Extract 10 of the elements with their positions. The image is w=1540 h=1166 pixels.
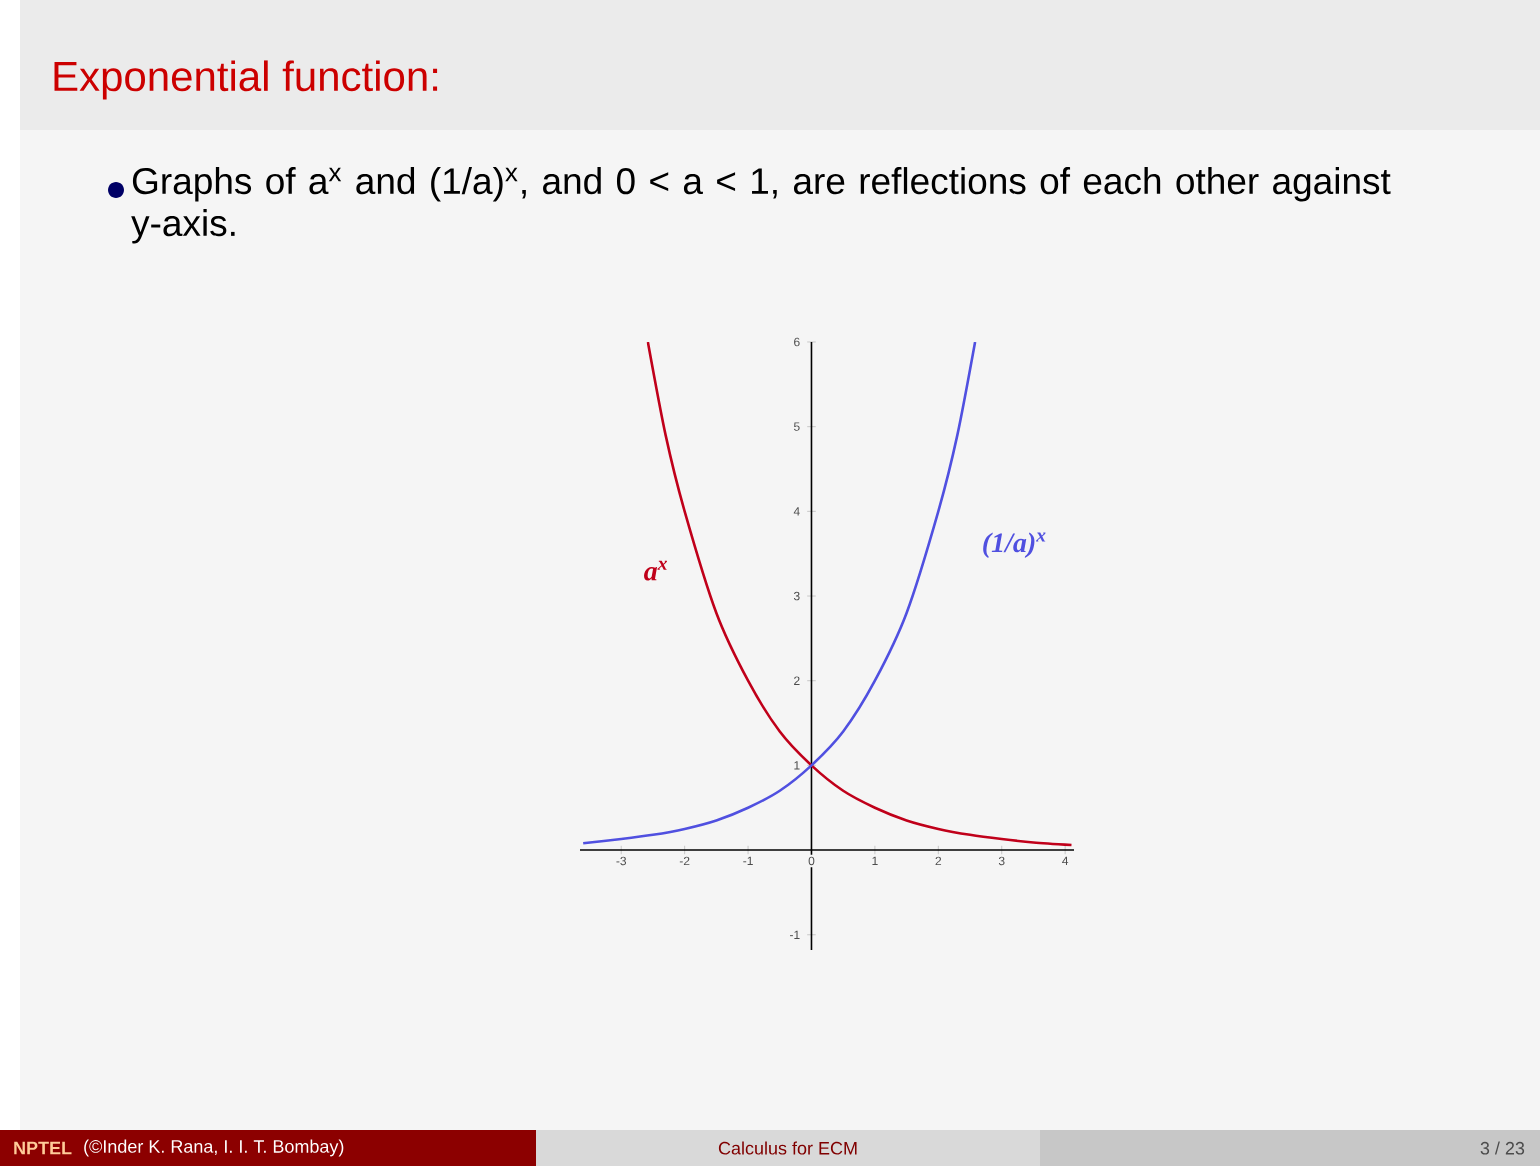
text: Calculus for ECM <box>718 1141 857 1155</box>
line-series <box>646 341 1073 847</box>
chart-title: Exponential function: <box>54 60 438 100</box>
line-series <box>581 341 977 845</box>
text: (©Inder K. Rana, I. I. T. Bombay) <box>84 1139 344 1157</box>
series-label: a$^{x}$ <box>644 560 668 581</box>
series-label: (1/a)$^{x}$ <box>983 532 1046 558</box>
text: NPTEL <box>14 1141 72 1155</box>
text: Graphs of a$^{x}$ and (1/a)$^{x}$, and 0 < a < 1, are reflections of each other against y-axis. <box>131 167 1391 244</box>
text: 3 / 23 <box>1480 1141 1525 1155</box>
